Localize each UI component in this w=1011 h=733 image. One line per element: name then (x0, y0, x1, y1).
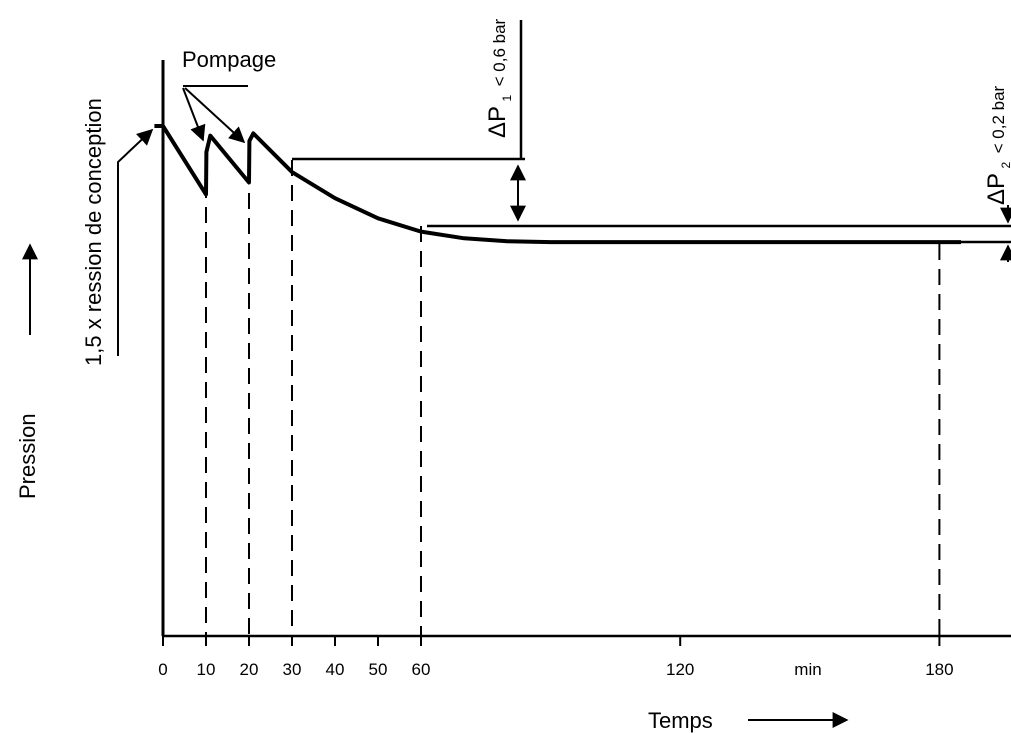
reference-time-lines (205, 160, 941, 636)
pumping-arrow-2 (184, 87, 246, 144)
x-tick-label: 0 (158, 660, 167, 679)
y-axis-title: Pression (15, 413, 40, 499)
delta-p2-subscript: 2 (999, 162, 1011, 169)
delta-p1-text: < 0,6 bar (490, 18, 509, 86)
x-tick-label: 60 (412, 660, 431, 679)
x-tick-label: 120 (666, 660, 694, 679)
series-pressure-line (154, 124, 961, 245)
delta-p2-symbol: ΔP (983, 173, 1010, 205)
x-tick-label: 10 (197, 660, 216, 679)
x-tick-label: 180 (925, 660, 953, 679)
test-pressure-leader (117, 128, 154, 356)
x-tick-label: 30 (283, 660, 302, 679)
x-tick-label: 20 (240, 660, 259, 679)
delta-p2-label: ΔP 2 < 0,2 bar (983, 85, 1011, 205)
x-tick-label: 50 (369, 660, 388, 679)
x-tick-label: 40 (326, 660, 345, 679)
x-unit-label: min (794, 660, 821, 679)
pumping-arrow-1 (182, 87, 206, 142)
delta-p1-subscript: 1 (500, 95, 514, 102)
x-ticks: 0 10 20 30 40 50 60 120 180 (158, 636, 954, 679)
pumping-label: Pompage (182, 47, 276, 72)
test-pressure-label: 1,5 x ression de conception (81, 98, 106, 366)
delta-p1-label: ΔP 1 < 0,6 bar (484, 18, 515, 138)
x-axis-title: Temps (648, 708, 713, 733)
delta-p2-text: < 0,2 bar (989, 85, 1008, 153)
delta-p1-symbol: ΔP (484, 106, 511, 138)
